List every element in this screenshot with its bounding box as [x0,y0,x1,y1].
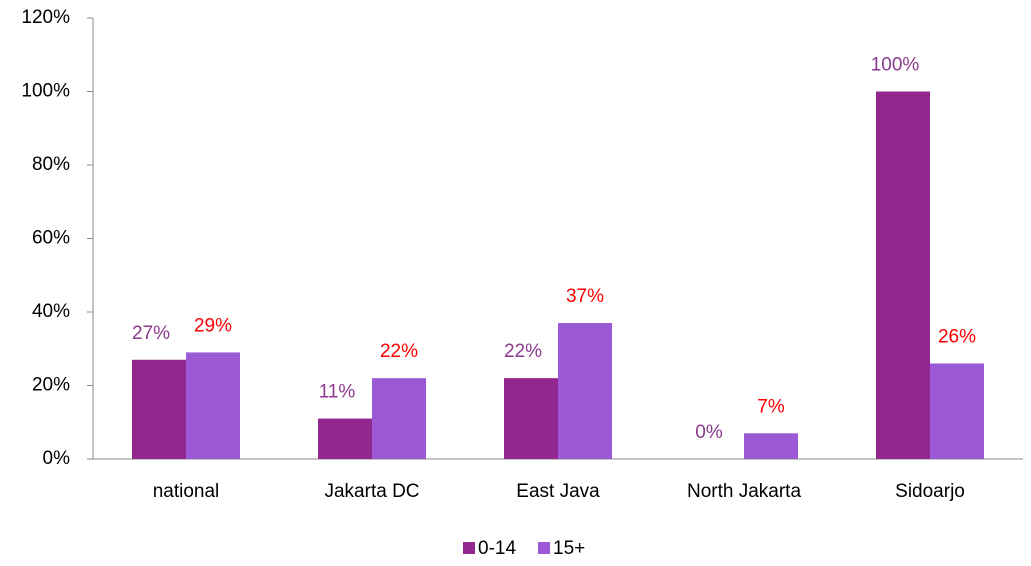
data-label: 29% [194,315,232,336]
y-tick-label: 80% [32,154,70,175]
y-tick-label: 60% [32,228,70,249]
bar [744,433,798,459]
bar [186,352,240,459]
legend-label: 0-14 [478,538,516,559]
y-tick-label: 0% [43,448,71,469]
legend-swatch [538,542,551,554]
y-tick-label: 100% [21,81,70,102]
data-label: 22% [380,341,418,362]
x-tick-label: East Java [516,481,600,502]
y-tick-label: 40% [32,301,70,322]
bar [372,378,426,459]
x-tick-label: national [153,481,220,502]
data-label: 11% [319,382,356,403]
data-label: 37% [566,286,604,307]
data-label: 7% [757,396,785,417]
data-label: 26% [938,326,976,347]
y-tick-label: 20% [32,375,70,396]
data-label: 27% [132,323,170,344]
bar [318,418,372,459]
data-label: 0% [695,422,723,443]
x-tick-label: North Jakarta [687,481,801,502]
y-tick-label: 120% [21,7,70,28]
x-tick-label: Jakarta DC [324,481,419,502]
bar [876,91,930,459]
data-label: 100% [871,55,920,76]
bar [504,378,558,459]
bar [930,363,984,459]
bar [558,323,612,459]
data-label: 22% [504,341,542,362]
legend-swatch [463,542,475,554]
bar [132,359,186,459]
x-tick-label: Sidoarjo [895,481,965,502]
legend-label: 15+ [553,538,585,559]
